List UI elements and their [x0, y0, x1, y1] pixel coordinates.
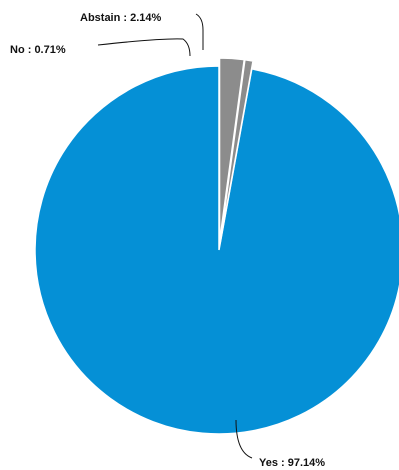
label-abstain: Abstain : 2.14% [80, 12, 162, 24]
leader-abstain [195, 13, 204, 50]
label-yes: Yes : 97.14% [259, 457, 325, 469]
label-no: No : 0.71% [10, 44, 66, 56]
leader-yes [235, 419, 253, 459]
leader-no [97, 38, 191, 57]
data-labels: Yes : 97.14% No : 0.71% Abstain : 2.14% [10, 12, 325, 469]
pie-slices [34, 57, 399, 435]
pie-slice-abstain [218, 57, 246, 243]
leader-lines [97, 13, 253, 459]
pie-slice-yes [34, 65, 399, 435]
